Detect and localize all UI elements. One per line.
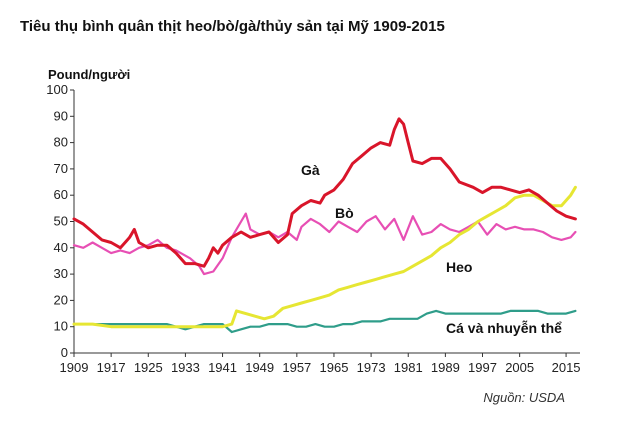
y-tick-label: 100 [46, 82, 68, 97]
x-tick-label: 1997 [468, 360, 497, 375]
chart-series [72, 117, 577, 334]
x-tick-label: 1973 [357, 360, 386, 375]
x-tick-label: 1909 [60, 360, 89, 375]
x-tick-label: 1965 [320, 360, 349, 375]
series-line-pork [72, 185, 577, 329]
series-label-fish: Cá và nhuyễn thể [446, 320, 562, 336]
series-line-fish [72, 309, 577, 334]
x-tick-label: 1989 [431, 360, 460, 375]
x-tick-label: 1981 [394, 360, 423, 375]
x-tick-label: 1941 [208, 360, 237, 375]
y-tick-label: 90 [54, 108, 68, 123]
y-tick-label: 10 [54, 319, 68, 334]
y-tick-label: 20 [54, 292, 68, 307]
y-tick-label: 50 [54, 214, 68, 229]
x-tick-label: 2005 [505, 360, 534, 375]
series-label-pork: Heo [446, 259, 472, 275]
series-label-chicken: Gà [301, 162, 320, 178]
series-line-beef [72, 212, 577, 276]
series-label-beef: Bò [335, 205, 354, 221]
y-tick-label: 70 [54, 161, 68, 176]
chart-title: Tiêu thụ bình quân thịt heo/bò/gà/thủy s… [20, 18, 445, 35]
series-line-chicken [72, 117, 577, 268]
x-tick-label: 1925 [134, 360, 163, 375]
y-tick-label: 0 [61, 345, 68, 360]
source-note: Nguồn: USDA [483, 390, 565, 405]
x-tick-label: 1949 [245, 360, 274, 375]
x-tick-label: 1917 [97, 360, 126, 375]
y-axis-label: Pound/người [48, 67, 130, 82]
y-tick-label: 80 [54, 135, 68, 150]
x-tick-label: 1933 [171, 360, 200, 375]
x-tick-label: 2015 [552, 360, 581, 375]
chart-axes: 0 10 20 30 40 50 60 70 80 90 100 1909 1917 1925 1933 19… [46, 82, 580, 375]
y-tick-label: 30 [54, 266, 68, 281]
y-tick-label: 60 [54, 187, 68, 202]
x-tick-label: 1957 [282, 360, 311, 375]
y-tick-label: 40 [54, 240, 68, 255]
